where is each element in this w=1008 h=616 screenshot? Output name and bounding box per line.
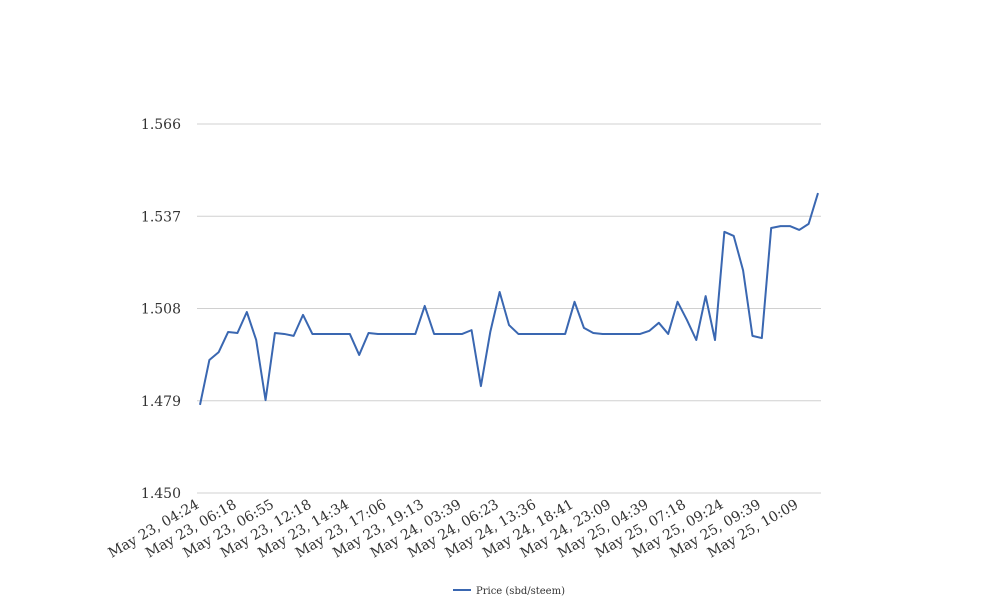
price-line xyxy=(199,192,819,406)
legend-label: Price (sbd/steem) xyxy=(476,586,565,597)
y-tick-label: 1.566 xyxy=(141,117,181,133)
y-tick-label: 1.450 xyxy=(141,486,181,502)
y-tick-label: 1.479 xyxy=(141,394,181,410)
y-tick-label: 1.537 xyxy=(141,209,181,225)
y-tick-label: 1.508 xyxy=(141,302,181,318)
